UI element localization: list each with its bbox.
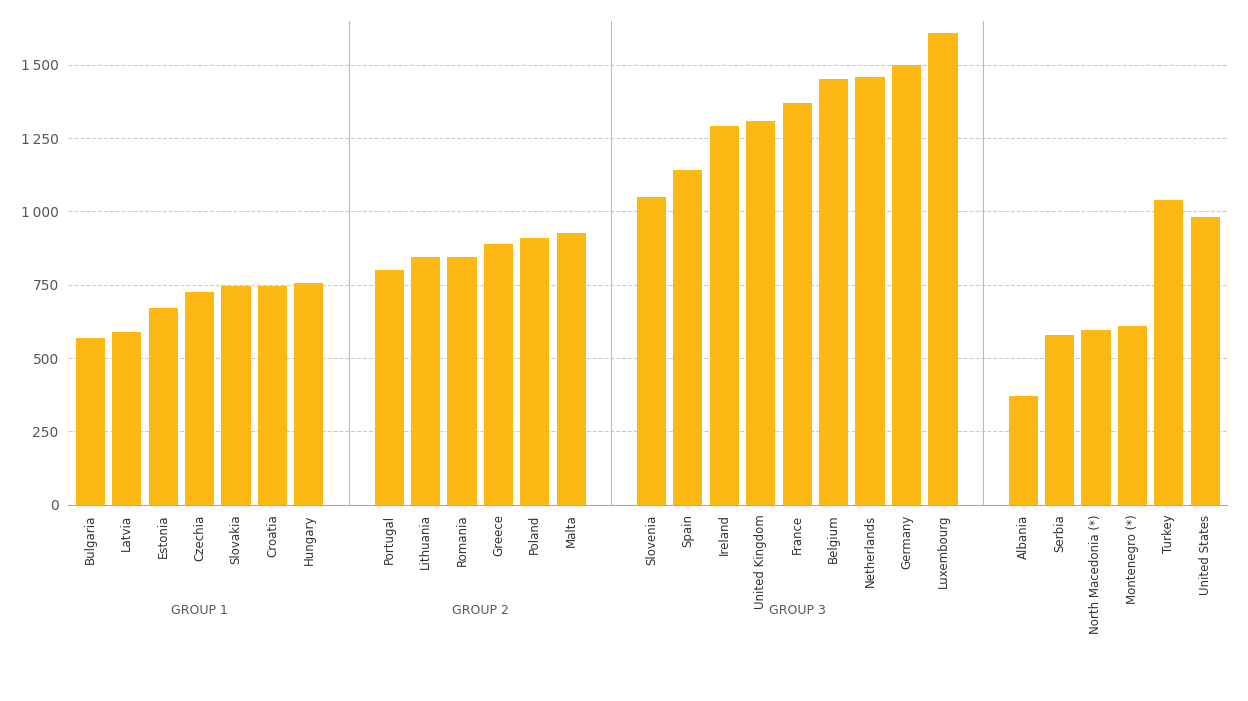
Bar: [1118, 326, 1147, 505]
Bar: [258, 286, 287, 505]
Text: GROUP 3: GROUP 3: [769, 604, 826, 618]
Bar: [710, 126, 739, 505]
Bar: [149, 308, 177, 505]
Bar: [819, 79, 849, 505]
Bar: [674, 170, 703, 505]
Bar: [221, 286, 251, 505]
Bar: [929, 32, 957, 505]
Bar: [746, 121, 775, 505]
Bar: [557, 233, 585, 505]
Bar: [447, 257, 477, 505]
Bar: [295, 283, 323, 505]
Bar: [411, 257, 441, 505]
Text: GROUP 2: GROUP 2: [452, 604, 509, 618]
Bar: [185, 292, 215, 505]
Bar: [1008, 396, 1037, 505]
Bar: [1045, 334, 1075, 505]
Bar: [892, 64, 921, 505]
Bar: [112, 332, 141, 505]
Bar: [636, 197, 666, 505]
Bar: [1154, 200, 1183, 505]
Bar: [520, 238, 549, 505]
Text: GROUP 1: GROUP 1: [171, 604, 228, 618]
Bar: [76, 338, 105, 505]
Bar: [782, 103, 811, 505]
Bar: [1082, 330, 1111, 505]
Bar: [1191, 217, 1219, 505]
Bar: [855, 76, 885, 505]
Bar: [484, 244, 513, 505]
Bar: [374, 270, 403, 505]
